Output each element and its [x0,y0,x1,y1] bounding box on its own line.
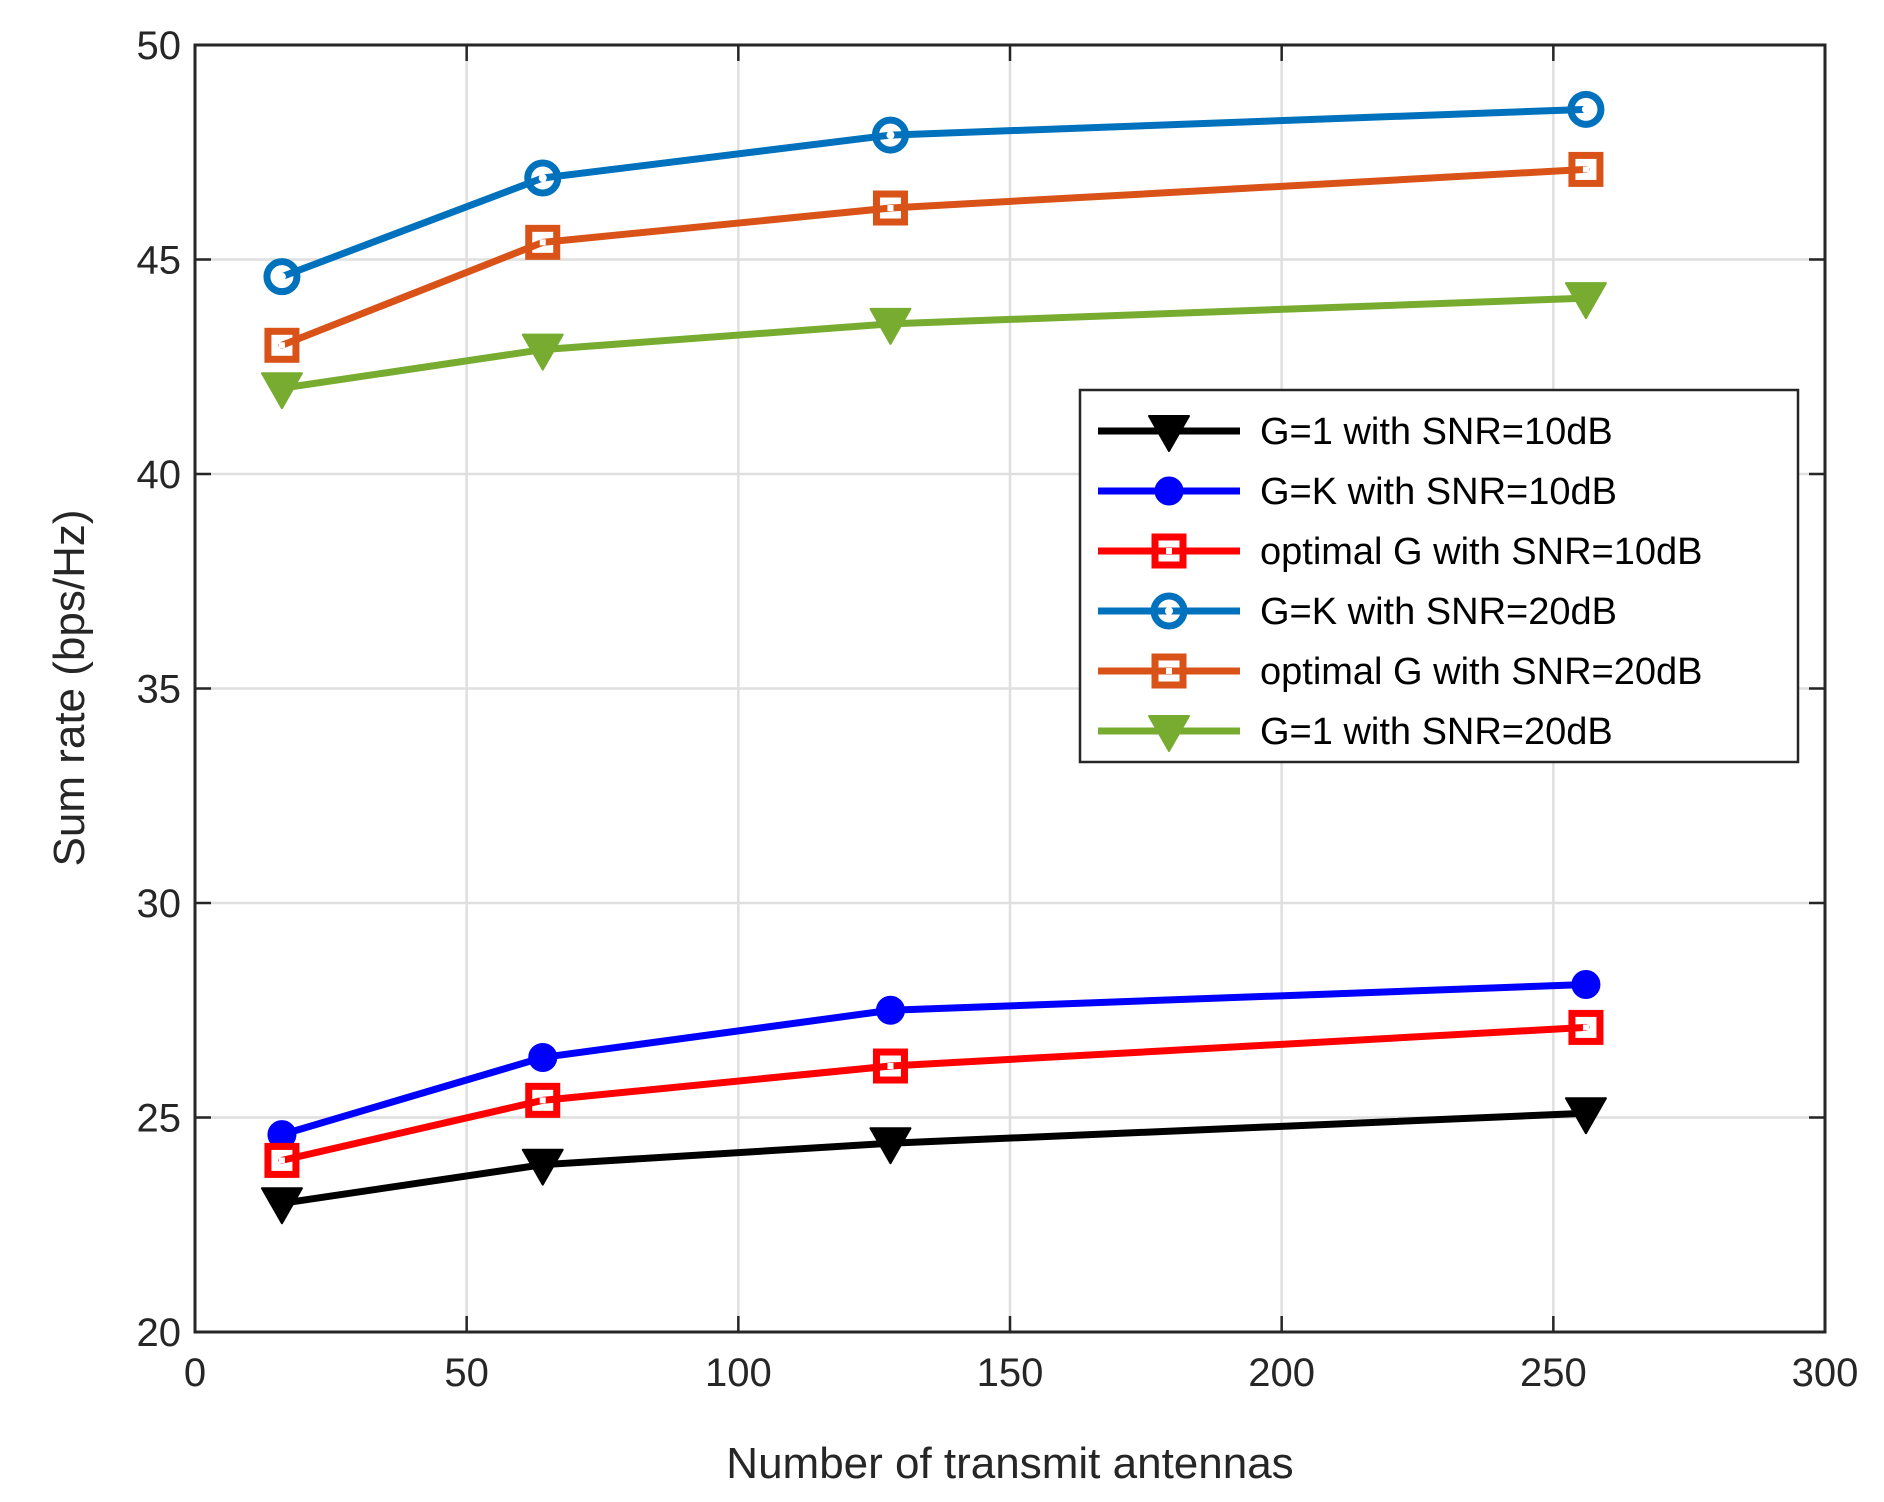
data-point [875,995,905,1025]
legend-label: G=K with SNR=10dB [1260,471,1617,513]
legend-marker [1151,653,1187,689]
data-point [1571,970,1601,1000]
data-point [521,1148,564,1186]
legend-entry: optimal G with SNR=20dB [1098,651,1702,693]
x-tick-label: 100 [705,1351,772,1395]
x-tick-label: 0 [184,1351,206,1395]
legend-marker [1148,415,1190,452]
series-line [278,165,1590,349]
legend-entry: G=1 with SNR=10dB [1098,411,1613,453]
data-point [264,327,300,363]
y-tick-label: 30 [137,882,182,926]
x-tick-label: 200 [1248,1351,1315,1395]
data-point [1568,151,1604,187]
series-line [278,1109,1590,1207]
legend-entry: G=K with SNR=10dB [1098,471,1617,513]
y-tick-label: 50 [137,24,182,68]
legend-label: G=1 with SNR=20dB [1260,711,1613,753]
series-layer [260,90,1607,1225]
series-line [278,981,1590,1139]
data-point [872,1048,908,1084]
data-point [871,116,909,154]
legend-marker [1150,592,1188,630]
ticks: 0 50 100 150 200 250 300 20 25 30 35 40 45 50 [137,24,1859,1395]
y-axis-label: Sum rate (bps/Hz) [45,510,94,867]
x-tick-label: 250 [1520,1351,1587,1395]
data-point [524,159,562,197]
legend-label: optimal G with SNR=20dB [1260,651,1702,693]
data-point [525,224,561,260]
series-line [278,105,1590,281]
data-point [260,372,303,410]
series-4 [264,151,1604,363]
y-tick-label: 35 [137,668,182,712]
legend-label: G=1 with SNR=10dB [1260,411,1613,453]
data-point [260,1187,303,1225]
legend-box [1078,388,1800,764]
y-tick-label: 25 [137,1097,182,1141]
x-tick-label: 300 [1792,1351,1859,1395]
data-point [264,1142,300,1178]
series-line [278,1023,1590,1164]
data-point [263,258,301,296]
legend: G=1 with SNR=10dB G=K with SNR=10dB optima… [1078,388,1800,764]
legend-marker [1148,715,1190,752]
series-line [278,294,1590,392]
x-tick-label: 150 [977,1351,1044,1395]
data-point [869,307,912,345]
legend-entry: G=1 with SNR=20dB [1098,711,1613,753]
data-point [872,190,908,226]
x-axis-label: Number of transmit antennas [726,1439,1293,1488]
legend-marker [1151,533,1187,569]
data-point [1567,90,1605,128]
y-tick-label: 20 [137,1311,182,1355]
data-point [528,1042,558,1072]
data-point [869,1127,912,1165]
data-point [1568,1009,1604,1045]
y-tick-label: 45 [137,239,182,283]
x-tick-label: 50 [444,1351,489,1395]
series-3 [263,90,1605,296]
series-0 [260,1097,1607,1225]
legend-label: optimal G with SNR=10dB [1260,531,1702,573]
series-2 [264,1009,1604,1178]
legend-marker [1154,476,1184,506]
series-1 [267,970,1601,1150]
series-5 [260,282,1607,410]
data-point [521,333,564,371]
legend-label: G=K with SNR=20dB [1260,591,1617,633]
data-point [1564,1097,1607,1135]
data-point [1564,282,1607,320]
legend-entry: G=K with SNR=20dB [1098,591,1617,633]
legend-entry: optimal G with SNR=10dB [1098,531,1702,573]
y-tick-label: 40 [137,453,182,497]
data-point [525,1082,561,1118]
